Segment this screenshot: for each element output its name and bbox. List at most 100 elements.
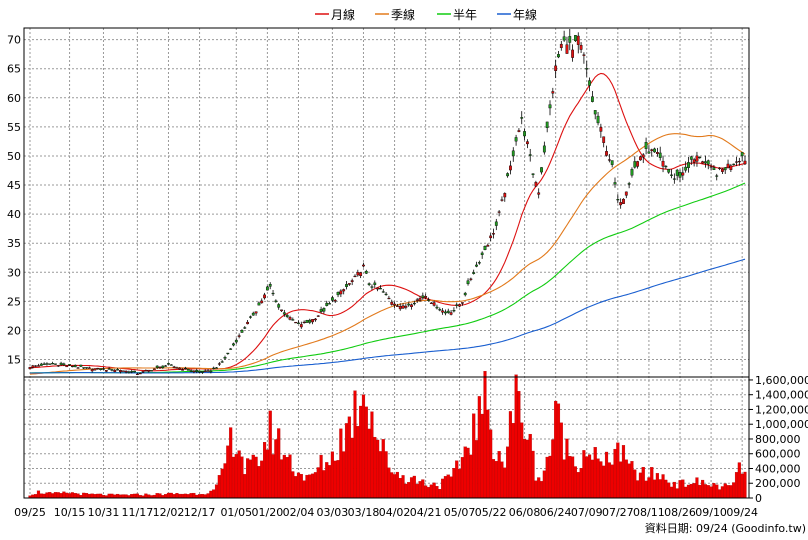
volume-bar — [588, 454, 592, 499]
date-tick-label: 05/22 — [475, 506, 507, 519]
candle-body — [390, 301, 394, 305]
candle-body — [466, 280, 470, 285]
volume-bar — [99, 493, 103, 499]
volume-bar — [344, 423, 349, 499]
candle-body — [308, 319, 312, 323]
candle-body — [76, 367, 80, 369]
candle-body — [215, 367, 218, 369]
volume-bar — [376, 439, 380, 499]
candle-body — [31, 365, 35, 368]
volume-bar — [322, 470, 326, 499]
candle-body — [367, 283, 371, 285]
volume-bars — [28, 371, 747, 499]
candle-body — [347, 283, 351, 285]
volume-bar — [373, 436, 377, 499]
volume-bar — [602, 465, 606, 499]
candle-body — [715, 175, 719, 177]
volume-bar — [274, 439, 278, 499]
candle-body — [630, 169, 634, 176]
candle-body — [429, 302, 433, 304]
source-note: 資料日期: 09/24 (Goodinfo.tw) — [645, 521, 806, 535]
candle-body — [684, 166, 688, 171]
date-tick-label: 11/17 — [122, 506, 154, 519]
candle-body — [435, 306, 439, 309]
volume-tick-label: 1,400,000 — [755, 389, 808, 402]
volume-bar — [486, 409, 490, 499]
candle-body — [158, 366, 162, 369]
candle-body — [90, 369, 94, 372]
volume-bar — [107, 493, 111, 499]
candle-body — [704, 161, 707, 164]
candle-body — [511, 150, 515, 157]
volume-bar — [353, 390, 357, 499]
volume-bar — [585, 456, 589, 499]
volume-bar — [339, 428, 343, 499]
plot-frame — [23, 27, 750, 499]
volume-bar — [455, 460, 459, 499]
candle-body — [319, 309, 323, 312]
volume-bar — [650, 467, 654, 499]
candle-body — [644, 142, 648, 149]
candle-body — [424, 296, 428, 298]
candle-body — [291, 319, 295, 321]
volume-bar — [214, 484, 219, 499]
volume-bar — [110, 493, 114, 499]
candle-body — [681, 172, 685, 176]
candle-body — [288, 317, 292, 320]
volume-bar — [723, 483, 727, 499]
candle-body — [432, 302, 436, 306]
candle-body — [509, 165, 512, 171]
candle-body — [147, 369, 151, 372]
price-tick-label: 50 — [7, 150, 21, 163]
volume-bar — [675, 488, 679, 499]
volume-bar — [474, 440, 479, 499]
volume-tick-label: 200,000 — [755, 477, 801, 490]
volume-bar — [175, 493, 179, 499]
candle-body — [330, 297, 334, 301]
candle-body — [636, 161, 640, 167]
volume-bar — [545, 456, 549, 499]
candle-body — [475, 264, 478, 267]
volume-tick-label: 1,000,000 — [755, 418, 808, 431]
candle-body — [206, 370, 210, 372]
volume-bar — [415, 483, 419, 499]
candle-body — [398, 305, 402, 310]
volume-bar — [73, 493, 77, 499]
volume-bar — [678, 480, 682, 499]
candle-body — [68, 364, 71, 366]
candle-body — [104, 370, 108, 372]
candle-body — [520, 117, 524, 119]
candle-body — [421, 295, 425, 298]
volume-bar — [590, 459, 594, 499]
price-tick-label: 25 — [7, 295, 21, 308]
volume-bar — [667, 482, 671, 499]
volume-bar — [610, 464, 614, 499]
volume-bar — [525, 439, 529, 499]
volume-bar — [621, 445, 626, 499]
volume-bar — [472, 413, 476, 499]
candle-body — [624, 191, 628, 196]
candle-body — [325, 302, 329, 306]
candle-body — [531, 173, 535, 175]
volume-bar — [443, 476, 447, 499]
volume-bar — [243, 474, 247, 499]
volume-bar — [523, 439, 527, 499]
volume-bar — [686, 484, 691, 499]
candle-body — [79, 364, 83, 367]
volume-bar — [703, 484, 707, 499]
candle-body — [427, 299, 430, 301]
price-tick-label: 20 — [7, 324, 21, 337]
volume-bar — [732, 482, 736, 499]
volume-bar — [93, 494, 97, 499]
candle-body — [96, 367, 100, 370]
volume-bar — [282, 454, 286, 499]
volume-bar — [734, 472, 739, 499]
volume-bar — [458, 468, 462, 499]
candle-body — [316, 315, 320, 317]
candle-body — [217, 363, 221, 365]
candle-body — [486, 244, 490, 247]
candle-body — [554, 65, 558, 72]
volume-bar — [234, 454, 238, 499]
date-tick-label: 08/26 — [664, 506, 696, 519]
candle-body — [226, 352, 230, 355]
